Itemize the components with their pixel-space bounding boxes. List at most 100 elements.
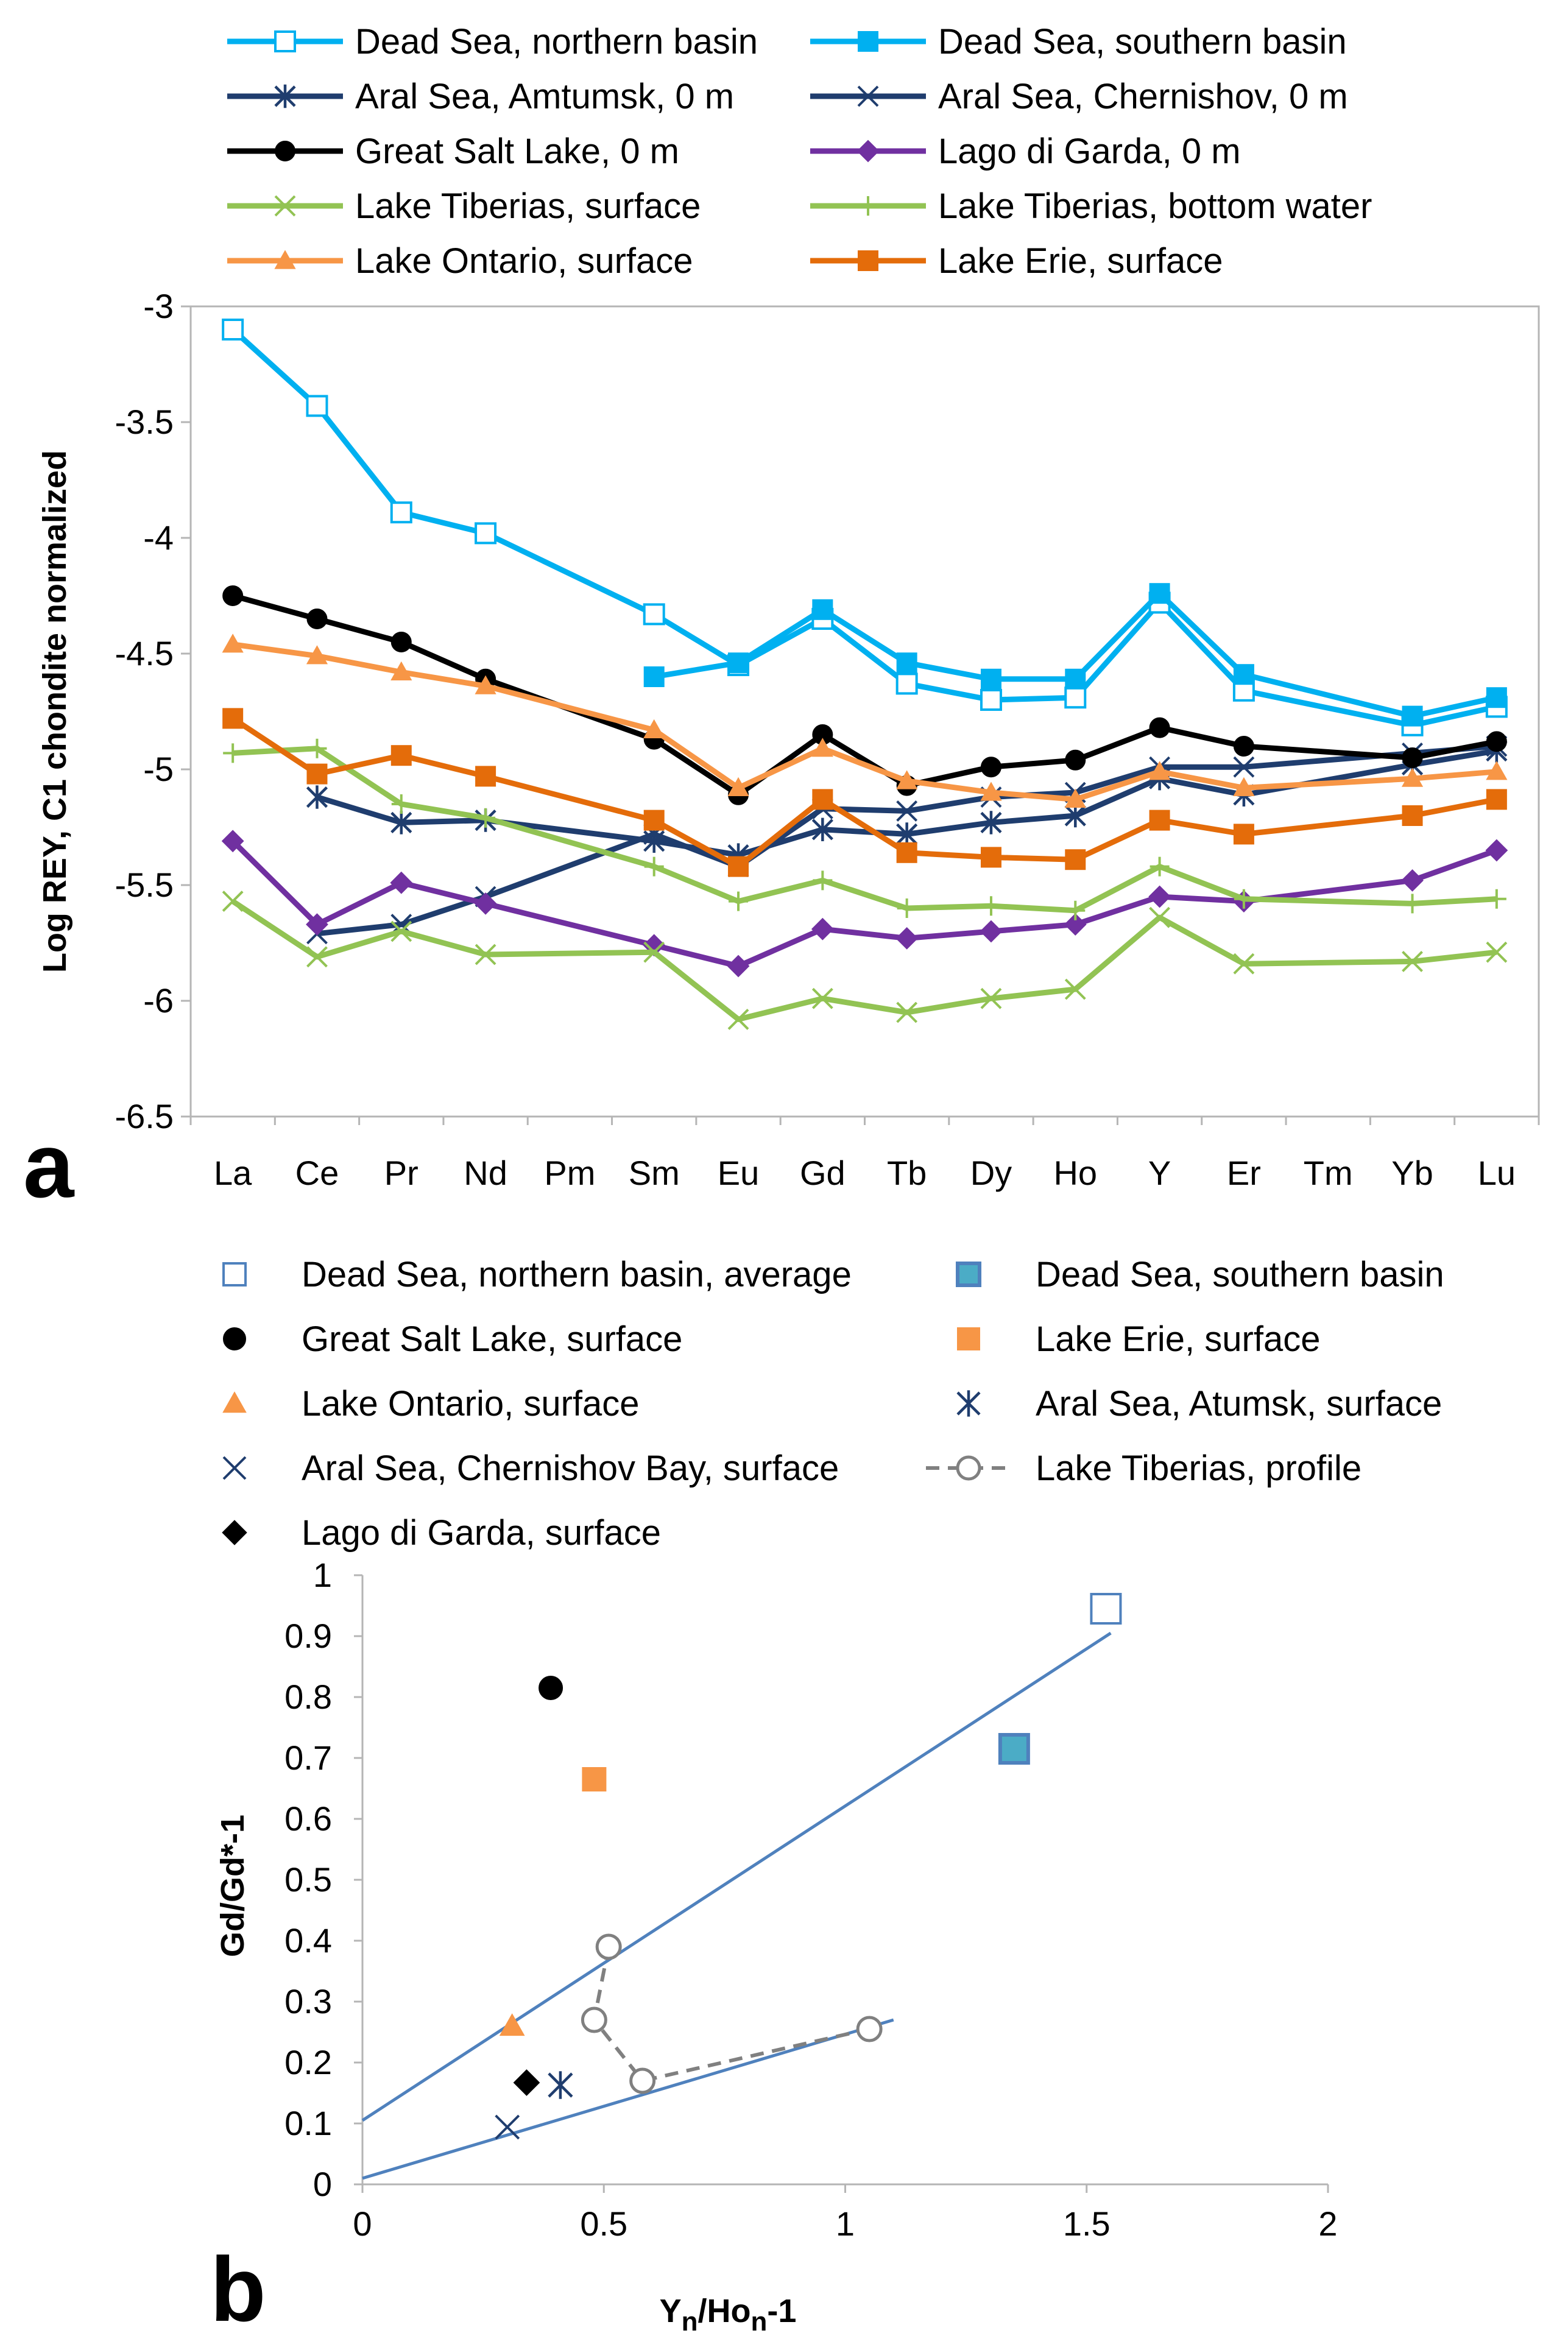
legend-b-label: Lake Ontario, surface (302, 1384, 640, 1424)
legend-a-item-aral-sea-chernishov-0-m: Aral Sea, Chernishov, 0 m (810, 77, 1348, 116)
legend-a-item-lake-ontario-surface: Lake Ontario, surface (227, 241, 693, 281)
point-a-lake-tiberias-surface-ho (1064, 978, 1086, 1000)
point-a-lake-tiberias-surface-tb (896, 1001, 918, 1023)
line-a-dead-sea-southern-basin (653, 590, 1497, 719)
series-b-lake-tiberias-profile (581, 1933, 883, 2094)
point-a-great-salt-lake-0-m-yb (1402, 747, 1423, 768)
point-a-lake-tiberias-bottom-water-ce (307, 738, 327, 758)
point-a-lake-tiberias-bottom-water-gd (813, 870, 833, 891)
legend-b-item-lake-ontario-surface: Lake Ontario, surface (222, 1384, 640, 1424)
x-axis-title-b-end: -1 (767, 2293, 796, 2329)
point-a-dead-sea-northern-basin-sm (643, 603, 665, 626)
y-tick-label-a: -3 (143, 287, 174, 325)
series-a-dead-sea-southern-basin (643, 583, 1507, 727)
point-a-lake-tiberias-surface-gd (811, 987, 833, 1009)
line-b-lake-tiberias-profile (592, 1946, 870, 2083)
x-tick-label-b: 1 (836, 2204, 855, 2243)
point-a-lake-tiberias-bottom-water-dy (981, 896, 1001, 916)
legend-a-item-aral-sea-amtumsk-0-m: Aral Sea, Amtumsk, 0 m (227, 77, 734, 116)
x-tick-label-a-yb: Yb (1391, 1154, 1433, 1192)
legend-a-marker (275, 141, 295, 161)
point-a-lake-erie-surface-gd (812, 789, 833, 810)
point-a-lake-ontario-surface-y (1148, 761, 1171, 780)
point-a-lake-tiberias-bottom-water-la (223, 743, 243, 763)
point-a-lake-tiberias-bottom-water-lu (1486, 889, 1506, 909)
point-b-lake-tiberias-profile-4 (856, 2016, 883, 2042)
line-a-lake-erie-surface (231, 716, 1497, 870)
legend-a-marker (857, 85, 879, 107)
point-a-lago-di-garda-0-m-ho (1064, 913, 1087, 936)
point-a-lake-ontario-surface-lu (1486, 761, 1508, 780)
point-a-aral-sea-amtumsk-0-m-dy (980, 811, 1002, 835)
point-a-lake-ontario-surface-dy (980, 782, 1002, 801)
point-a-lake-tiberias-surface-ce (306, 946, 328, 968)
legend-a-item-dead-sea-southern-basin: Dead Sea, southern basin (810, 22, 1347, 62)
point-b-great-salt-lake-surface-1 (539, 1676, 563, 1700)
series-b-great-salt-lake-surface (539, 1676, 563, 1700)
x-tick-label-a-tb: Tb (887, 1154, 927, 1192)
x-axis-a: La Ce Pr Nd Pm Sm Eu Gd Tb Dy Ho Y Er Tm Yb Lu (189, 1117, 1540, 1192)
x-tick-label-b: 2 (1318, 2204, 1337, 2243)
x-tick-label-a-sm: Sm (629, 1154, 680, 1192)
panel-label-b: b (210, 2238, 266, 2340)
point-b-lake-tiberias-profile-3 (629, 2067, 656, 2094)
legend-a-marker (274, 30, 296, 52)
trend-lines-b (361, 1631, 1112, 2180)
series-a-lago-di-garda-0-m (221, 830, 1508, 978)
x-tick-label-a-lu: Lu (1478, 1154, 1516, 1192)
series-b-aral-sea-atumsk-surface (548, 2071, 573, 2099)
point-a-lago-di-garda-0-m-nd (474, 892, 497, 915)
legend-a-marker (274, 195, 296, 217)
point-a-aral-sea-amtumsk-0-m-ce (306, 785, 328, 809)
legend-b-marker (222, 1520, 247, 1545)
line-a-dead-sea-northern-basin (231, 327, 1497, 729)
point-b-aral-sea-atumsk-surface-1 (548, 2071, 573, 2099)
point-a-aral-sea-amtumsk-0-m-tb (896, 822, 918, 846)
series-group-a (221, 319, 1508, 1030)
y-axis-a: -3 -3.5 -4 -4.5 -5 -5.5 -6 -6.5 (115, 287, 191, 1135)
legend-b-marker (222, 1262, 247, 1286)
legend-b-item-lago-di-garda-surface: Lago di Garda, surface (222, 1513, 661, 1553)
point-a-lake-tiberias-surface-er (1233, 953, 1255, 975)
axes-b: 0 0.1 0.2 0.3 0.4 0.5 0.6 0.7 0.8 0.9 1 0 0.5 1 1.5 2 (284, 1556, 1337, 2243)
point-a-lago-di-garda-0-m-la (221, 830, 244, 853)
legend-b-label: Aral Sea, Atumsk, surface (1036, 1384, 1442, 1424)
point-a-dead-sea-northern-basin-pr (390, 501, 412, 524)
y-tick-label-a: -4.5 (115, 634, 174, 672)
series-a-great-salt-lake-0-m (222, 585, 1507, 805)
legend-a-marker (274, 250, 296, 269)
point-a-lake-ontario-surface-yb (1401, 768, 1424, 787)
legend-a-item-lake-erie-surface: Lake Erie, surface (810, 241, 1223, 281)
legend-b-marker (222, 1456, 247, 1480)
point-a-lake-tiberias-bottom-water-pr (391, 794, 411, 814)
point-a-dead-sea-southern-basin-yb (1402, 705, 1423, 727)
legend-a-item-great-salt-lake-0-m: Great Salt Lake, 0 m (227, 132, 679, 171)
point-b-lake-tiberias-profile-2 (581, 2006, 607, 2033)
y-axis-title-b: Gd/Gd*-1 (214, 1815, 251, 1957)
point-a-lake-erie-surface-dy (980, 847, 1001, 868)
point-a-lake-tiberias-surface-pr (390, 920, 412, 942)
series-b-lake-erie-surface (582, 1767, 607, 1791)
point-b-lake-tiberias-profile-1 (595, 1933, 622, 1960)
y-tick-label-a: -6 (143, 981, 174, 1020)
trend-line-b-1 (361, 1631, 1112, 2122)
y-tick-label-b: 0.6 (284, 1799, 332, 1838)
point-a-lake-ontario-surface-la (222, 634, 244, 653)
y-tick-label-b: 0.8 (284, 1678, 332, 1716)
x-tick-label-a-y: Y (1148, 1154, 1171, 1192)
legend-b-label: Lake Tiberias, profile (1036, 1449, 1361, 1488)
x-tick-label-a-ce: Ce (295, 1154, 339, 1192)
point-a-lake-ontario-surface-nd (475, 675, 496, 694)
point-a-aral-sea-chernishov-0-m-er (1233, 756, 1255, 778)
point-a-dead-sea-southern-basin-ho (1065, 668, 1086, 690)
point-a-lago-di-garda-0-m-gd (811, 917, 834, 941)
series-group-b (495, 1593, 1122, 2140)
legend-b-label: Dead Sea, southern basin (1036, 1255, 1444, 1294)
point-a-dead-sea-northern-basin-nd (475, 522, 497, 545)
point-a-dead-sea-southern-basin-lu (1486, 687, 1507, 708)
point-a-lago-di-garda-0-m-eu (727, 955, 750, 978)
legend-b-item-dead-sea-northern-basin-average: Dead Sea, northern basin, average (222, 1255, 852, 1294)
legend-b-marker (956, 1455, 981, 1481)
point-a-dead-sea-southern-basin-er (1233, 664, 1254, 685)
